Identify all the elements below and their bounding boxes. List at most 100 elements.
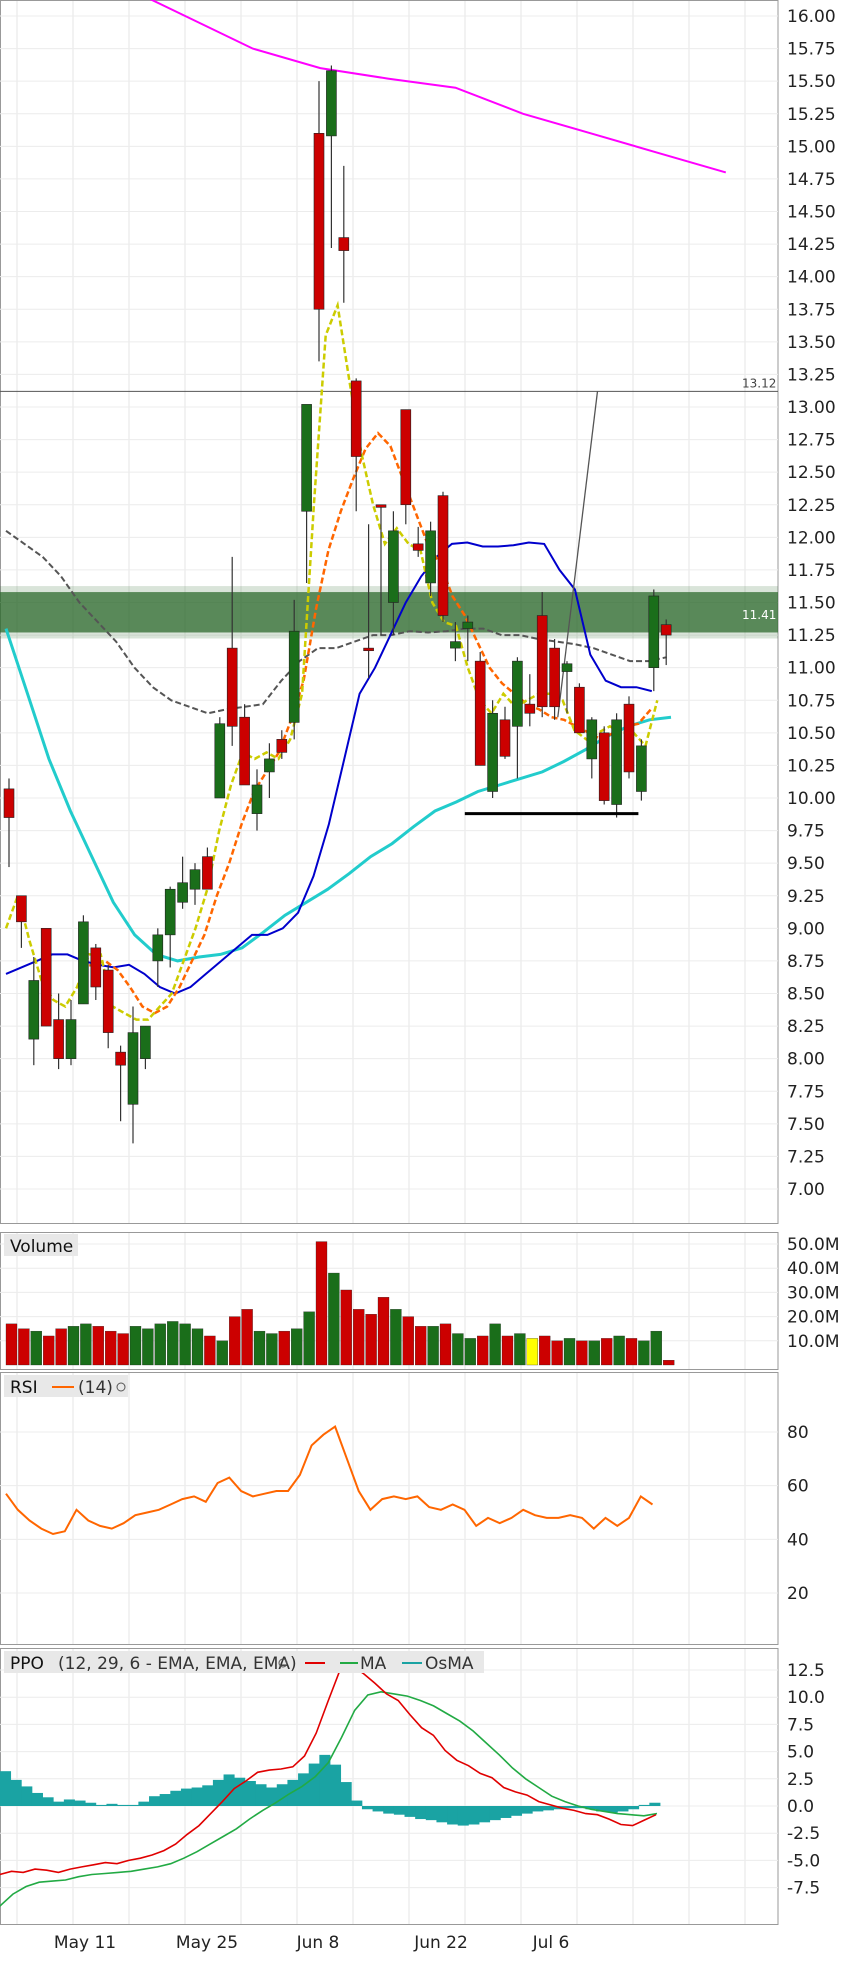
ppo-histogram-bar bbox=[266, 1787, 278, 1806]
volume-bar bbox=[427, 1326, 439, 1366]
ppo-histogram-bar bbox=[298, 1773, 310, 1806]
candle-body bbox=[611, 719, 622, 805]
volume-bar bbox=[105, 1330, 117, 1366]
x-axis-tick-label: Jun 22 bbox=[413, 1933, 468, 1953]
candle-body bbox=[102, 969, 114, 1033]
ppo-histogram-bar bbox=[542, 1806, 554, 1811]
volume-bar bbox=[142, 1328, 154, 1366]
ppo-histogram-bar bbox=[180, 1788, 193, 1806]
price-ytick-label: 16.00 bbox=[787, 7, 836, 27]
price-ytick-label: 14.00 bbox=[787, 268, 836, 288]
candle-body bbox=[301, 404, 312, 512]
volume-ytick-label: 50.0M bbox=[787, 1235, 840, 1255]
volume-bar bbox=[117, 1333, 129, 1366]
candle-body bbox=[536, 615, 548, 708]
ppo-histogram-bar bbox=[500, 1806, 512, 1818]
price-ytick-label: 8.50 bbox=[787, 985, 825, 1005]
ppo-histogram-bar bbox=[596, 1806, 608, 1812]
ppo-histogram-bar bbox=[425, 1806, 437, 1821]
ppo-histogram-bar bbox=[212, 1779, 224, 1806]
candle-body bbox=[462, 621, 474, 629]
price-ytick-label: 15.75 bbox=[787, 40, 836, 60]
ppo-histogram-bar bbox=[617, 1806, 629, 1812]
volume-bar bbox=[588, 1340, 600, 1366]
ppo-histogram-bar bbox=[308, 1763, 320, 1806]
ppo-histogram-bar bbox=[63, 1799, 75, 1806]
ppo-histogram-bar bbox=[606, 1806, 618, 1813]
volume-bar bbox=[179, 1323, 191, 1366]
ppo-histogram-bar bbox=[361, 1806, 373, 1810]
price-ytick-label: 8.00 bbox=[787, 1050, 825, 1070]
ppo-histogram-bar bbox=[585, 1806, 597, 1810]
ppo-histogram-bar bbox=[138, 1801, 150, 1806]
candle-body bbox=[202, 856, 213, 890]
volume-bar bbox=[638, 1340, 650, 1366]
ppo-histogram-bar bbox=[21, 1786, 33, 1806]
highlight-band-label: 11.41 bbox=[742, 608, 776, 622]
candle-body bbox=[40, 928, 52, 1027]
price-ytick-label: 15.00 bbox=[787, 137, 836, 157]
ppo-ma-legend-label: MA bbox=[360, 1654, 387, 1674]
candle-body bbox=[140, 1025, 151, 1059]
volume-bar bbox=[489, 1323, 501, 1366]
ema-yellow-line bbox=[4, 300, 659, 1021]
ppo-histogram-bar bbox=[170, 1790, 182, 1806]
price-ytick-label: 10.50 bbox=[787, 724, 836, 744]
price-ytick-label: 14.25 bbox=[787, 235, 836, 255]
price-ytick-label: 12.25 bbox=[787, 496, 836, 516]
candle-body bbox=[276, 739, 288, 753]
candle-body bbox=[90, 947, 102, 988]
volume-bar bbox=[514, 1333, 526, 1366]
price-ytick-label: 9.25 bbox=[787, 887, 825, 907]
ppo-histogram-bar bbox=[127, 1804, 139, 1806]
candle-body bbox=[177, 882, 188, 903]
ppo-main-line bbox=[0, 1664, 657, 1876]
volume-bar bbox=[55, 1328, 67, 1366]
price-ytick-label: 13.25 bbox=[787, 365, 836, 385]
ppo-title-bg bbox=[4, 1651, 484, 1673]
volume-title: Volume bbox=[10, 1237, 73, 1257]
volume-bar bbox=[539, 1335, 551, 1366]
volume-bar bbox=[204, 1335, 216, 1366]
candle-body bbox=[3, 788, 15, 818]
rsi-line bbox=[5, 1425, 654, 1536]
volume-bar bbox=[613, 1335, 625, 1366]
ppo-histogram-bar bbox=[42, 1797, 54, 1806]
candle-body bbox=[474, 660, 486, 766]
volume-bar bbox=[266, 1333, 278, 1366]
price-ytick-label: 7.50 bbox=[787, 1115, 825, 1135]
rsi-period-label: (14) bbox=[78, 1378, 113, 1398]
candle-body bbox=[388, 530, 399, 603]
ppo-histogram-bar bbox=[404, 1806, 416, 1817]
candle-body bbox=[499, 719, 511, 757]
candle-body bbox=[375, 504, 387, 508]
price-ytick-label: 14.75 bbox=[787, 170, 836, 190]
ppo-histogram-bar bbox=[457, 1806, 469, 1826]
ppo-ytick-label: -5.0 bbox=[787, 1851, 820, 1871]
candle-body bbox=[512, 660, 523, 727]
price-ytick-label: 11.25 bbox=[787, 626, 836, 646]
ppo-histogram-bar bbox=[276, 1784, 288, 1806]
rsi-ytick-label: 20 bbox=[787, 1584, 809, 1604]
volume-bar bbox=[501, 1335, 514, 1366]
volume-bar bbox=[278, 1330, 290, 1366]
candle-body bbox=[251, 784, 263, 814]
volume-ytick-label: 40.0M bbox=[787, 1259, 840, 1279]
volume-bar bbox=[253, 1330, 266, 1366]
ppo-title: PPO bbox=[10, 1654, 44, 1674]
ppo-histogram-bar bbox=[95, 1804, 107, 1806]
candle-body bbox=[78, 921, 89, 1005]
price-ytick-label: 11.50 bbox=[787, 594, 836, 614]
candle-body bbox=[214, 723, 226, 799]
ppo-histogram-bar bbox=[255, 1784, 267, 1806]
candle-body bbox=[313, 133, 325, 310]
ppo-histogram-bar bbox=[106, 1803, 118, 1806]
volume-bar bbox=[303, 1311, 315, 1366]
price-ytick-label: 12.50 bbox=[787, 463, 836, 483]
trend-line bbox=[557, 391, 599, 718]
volume-bar bbox=[439, 1323, 452, 1366]
price-ytick-label: 12.75 bbox=[787, 431, 836, 451]
ppo-histogram-bar bbox=[159, 1794, 171, 1806]
volume-bar bbox=[43, 1335, 55, 1366]
price-ytick-label: 7.25 bbox=[787, 1147, 825, 1167]
